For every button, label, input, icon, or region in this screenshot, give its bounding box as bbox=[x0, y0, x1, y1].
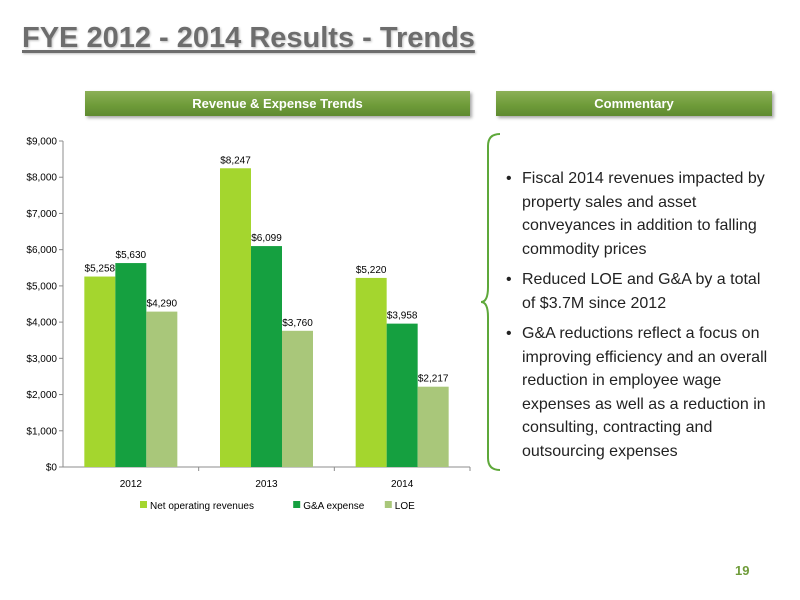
commentary-section-header: Commentary bbox=[496, 91, 772, 116]
bar bbox=[355, 277, 387, 467]
bullet-icon: • bbox=[506, 170, 512, 187]
legend-label: Net operating revenues bbox=[150, 501, 254, 512]
data-label: $5,258 bbox=[85, 264, 116, 275]
bar bbox=[386, 323, 418, 467]
bar bbox=[251, 246, 282, 467]
bullet-icon: • bbox=[506, 271, 512, 288]
bar-chart: $0 $1,000 $2,000 $3,000 $4,000 $5,000 $6,000 $7… bbox=[26, 137, 471, 512]
y-tick-label: $9,000 bbox=[26, 137, 57, 148]
commentary-text: Fiscal 2014 revenues impacted by propert… bbox=[522, 170, 765, 258]
commentary-item: • Fiscal 2014 revenues impacted by proper… bbox=[500, 167, 775, 261]
y-tick-label: $1,000 bbox=[26, 426, 57, 437]
curly-brace bbox=[480, 133, 501, 471]
commentary-list: • Fiscal 2014 revenues impacted by proper… bbox=[500, 167, 775, 470]
data-label: $3,760 bbox=[282, 318, 313, 329]
commentary-item: • G&A reductions reflect a focus on impro… bbox=[500, 322, 775, 463]
slide-title: FYE 2012 - 2014 Results - Trends bbox=[22, 22, 475, 54]
legend-label: G&A expense bbox=[303, 501, 365, 512]
commentary-text: G&A reductions reflect a focus on improv… bbox=[522, 325, 768, 460]
bullet-icon: • bbox=[506, 325, 512, 342]
data-label: $5,220 bbox=[356, 265, 387, 276]
y-tick-label: $2,000 bbox=[26, 390, 57, 401]
bar bbox=[115, 263, 147, 467]
y-tick-label: $8,000 bbox=[26, 173, 57, 184]
y-tick-label: $0 bbox=[46, 463, 58, 474]
page-number: 19 bbox=[735, 563, 750, 578]
legend-label: LOE bbox=[395, 501, 415, 512]
commentary-text: Reduced LOE and G&A by a total of $3.7M … bbox=[522, 271, 761, 312]
legend-swatch bbox=[293, 501, 301, 508]
data-label: $3,958 bbox=[387, 311, 418, 322]
data-label: $5,630 bbox=[116, 250, 147, 261]
y-tick-label: $7,000 bbox=[26, 209, 57, 220]
commentary-item: • Reduced LOE and G&A by a total of $3.7M… bbox=[500, 268, 775, 315]
bar bbox=[220, 168, 251, 467]
bar bbox=[146, 311, 178, 467]
bar bbox=[84, 276, 116, 467]
bar bbox=[282, 330, 313, 467]
y-tick-label: $5,000 bbox=[26, 281, 57, 292]
data-label: $4,290 bbox=[147, 299, 178, 310]
y-tick-label: $6,000 bbox=[26, 245, 57, 256]
y-tick-label: $4,000 bbox=[26, 318, 57, 329]
x-tick-label: 2012 bbox=[120, 479, 143, 490]
legend-swatch bbox=[384, 501, 392, 508]
x-tick-label: 2013 bbox=[255, 479, 278, 490]
bar bbox=[417, 386, 449, 467]
data-label: $8,247 bbox=[220, 155, 251, 166]
legend-swatch bbox=[140, 501, 147, 508]
y-tick-label: $3,000 bbox=[26, 354, 57, 365]
chart-section-header: Revenue & Expense Trends bbox=[85, 91, 470, 116]
data-label: $2,217 bbox=[418, 374, 449, 385]
x-tick-label: 2014 bbox=[391, 479, 414, 490]
data-label: $6,099 bbox=[251, 233, 282, 244]
